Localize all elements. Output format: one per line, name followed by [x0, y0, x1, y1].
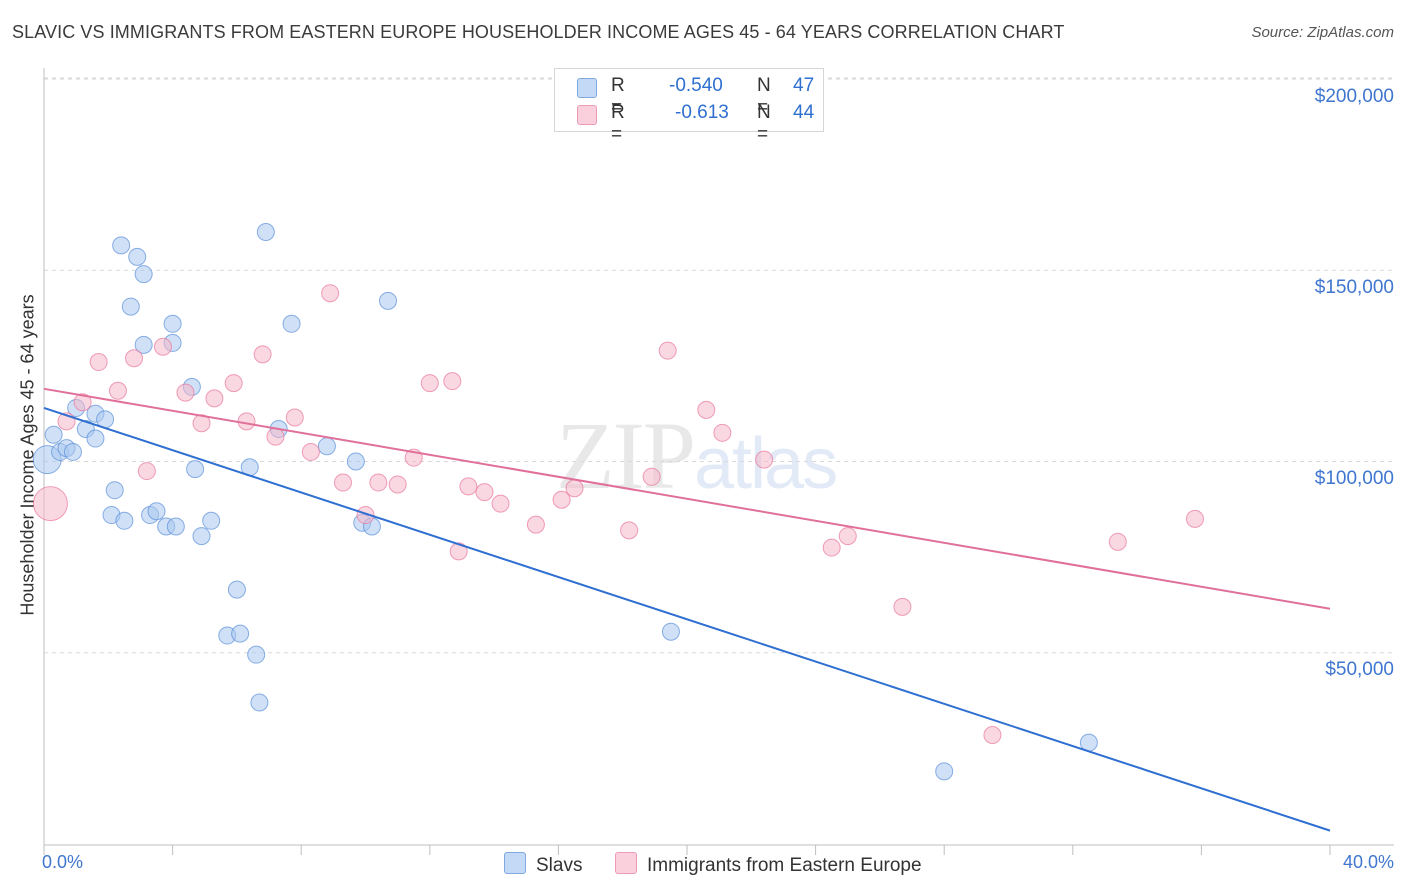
immigrants-point — [224, 374, 243, 393]
immigrants-point — [838, 527, 857, 546]
slavs-point — [935, 762, 954, 781]
slavs-point — [134, 265, 153, 284]
slavs-point — [105, 481, 124, 500]
immigrants-point — [333, 473, 352, 492]
immigrants-point — [388, 475, 407, 494]
slavs-point — [147, 502, 166, 521]
slavs-point — [186, 460, 205, 479]
slavs-point — [227, 580, 246, 599]
immigrants-point — [176, 383, 195, 402]
slavs-point — [115, 511, 134, 530]
immigrants-point — [449, 542, 468, 561]
slavs-point — [163, 314, 182, 333]
immigrants-point — [755, 450, 774, 469]
correlation-legend: R = -0.540 N = 47 R = -0.613 N = 44 — [554, 68, 824, 145]
legend-r-label: R = — [611, 75, 625, 118]
slavs-point — [317, 437, 336, 456]
immigrants-point — [822, 538, 841, 557]
immigrants-trend-line — [43, 387, 1331, 610]
y-axis-label: Householder Income Ages 45 - 64 years — [17, 294, 38, 616]
bottom-legend-label-slavs: Slavs — [536, 855, 583, 876]
immigrants-point — [420, 374, 439, 393]
x-tick-label-min: 0.0% — [42, 852, 84, 872]
legend-swatch-immigrants — [577, 105, 597, 125]
slavs-point — [231, 624, 250, 643]
slavs-trend-line — [43, 407, 1331, 832]
immigrants-point — [697, 400, 716, 419]
slavs-point — [44, 425, 63, 444]
immigrants-point — [285, 408, 304, 427]
slavs-point — [661, 622, 680, 641]
immigrants-point — [565, 479, 584, 498]
immigrants-point — [89, 353, 108, 372]
y-tick-label: $150,000 — [1314, 277, 1394, 298]
y-tick-label: $50,000 — [1325, 659, 1394, 680]
slavs-point — [166, 517, 185, 536]
slavs-point — [250, 693, 269, 712]
immigrants-point — [459, 477, 478, 496]
slavs-point — [128, 247, 147, 266]
slavs-point — [247, 645, 266, 664]
immigrants-point — [642, 467, 661, 486]
legend-n-label: N = — [757, 75, 771, 118]
y-tick-label: $200,000 — [1314, 86, 1394, 107]
source-label: Source: ZipAtlas.com — [1251, 24, 1394, 41]
immigrants-point — [73, 393, 92, 412]
immigrants-point — [253, 345, 272, 364]
y-tick-label: $100,000 — [1314, 468, 1394, 489]
immigrants-point — [713, 423, 732, 442]
immigrants-point — [491, 494, 510, 513]
immigrants-point — [205, 389, 224, 408]
slavs-point — [121, 297, 140, 316]
immigrants-point — [301, 442, 320, 461]
legend-n-value: 44 — [793, 102, 815, 123]
slavs-point — [256, 223, 275, 241]
immigrants-point — [893, 597, 912, 616]
immigrants-point — [983, 725, 1002, 744]
legend-swatch-slavs — [577, 78, 597, 98]
bottom-legend-label-immigrants: Immigrants from Eastern Europe — [647, 855, 922, 876]
slavs-point — [379, 291, 398, 310]
legend-r-label: R = — [611, 102, 625, 145]
slavs-point — [112, 236, 131, 255]
immigrants-point — [475, 483, 494, 502]
bottom-legend-swatch-slavs — [504, 852, 526, 874]
immigrants-point — [192, 414, 211, 433]
immigrants-point — [443, 372, 462, 391]
bottom-legend-slavs[interactable]: Slavs — [504, 852, 582, 877]
bottom-legend-swatch-immigrants — [615, 852, 637, 874]
slavs-point — [86, 429, 105, 448]
slavs-point — [282, 314, 301, 333]
immigrants-point — [125, 349, 144, 368]
immigrants-point — [237, 412, 256, 431]
legend-n-value: 47 — [793, 75, 815, 96]
immigrants-point — [658, 341, 677, 360]
immigrants-point — [526, 515, 545, 534]
immigrants-point — [552, 490, 571, 509]
immigrants-point — [137, 462, 156, 481]
legend-n-label: N = — [757, 102, 771, 145]
slavs-point — [63, 442, 82, 461]
slavs-point — [346, 452, 365, 471]
legend-r-value: -0.613 — [675, 102, 729, 123]
immigrants-point — [369, 473, 388, 492]
slavs-point — [192, 527, 211, 546]
chart-title: SLAVIC VS IMMIGRANTS FROM EASTERN EUROPE… — [12, 22, 1065, 42]
immigrants-point — [1108, 532, 1127, 551]
bottom-legend-immigrants[interactable]: Immigrants from Eastern Europe — [615, 852, 922, 877]
immigrants-point — [108, 381, 127, 400]
immigrants-point — [620, 521, 639, 540]
immigrants-point — [1185, 509, 1204, 528]
slavs-point — [134, 335, 153, 354]
x-tick-label-max: 40.0% — [1342, 852, 1394, 872]
immigrants-point — [266, 427, 285, 446]
immigrants-point — [153, 337, 172, 356]
immigrants-point — [32, 486, 68, 522]
legend-r-value: -0.540 — [669, 75, 723, 96]
slavs-point — [202, 511, 221, 530]
immigrants-point — [321, 284, 340, 303]
immigrants-point — [356, 506, 375, 525]
